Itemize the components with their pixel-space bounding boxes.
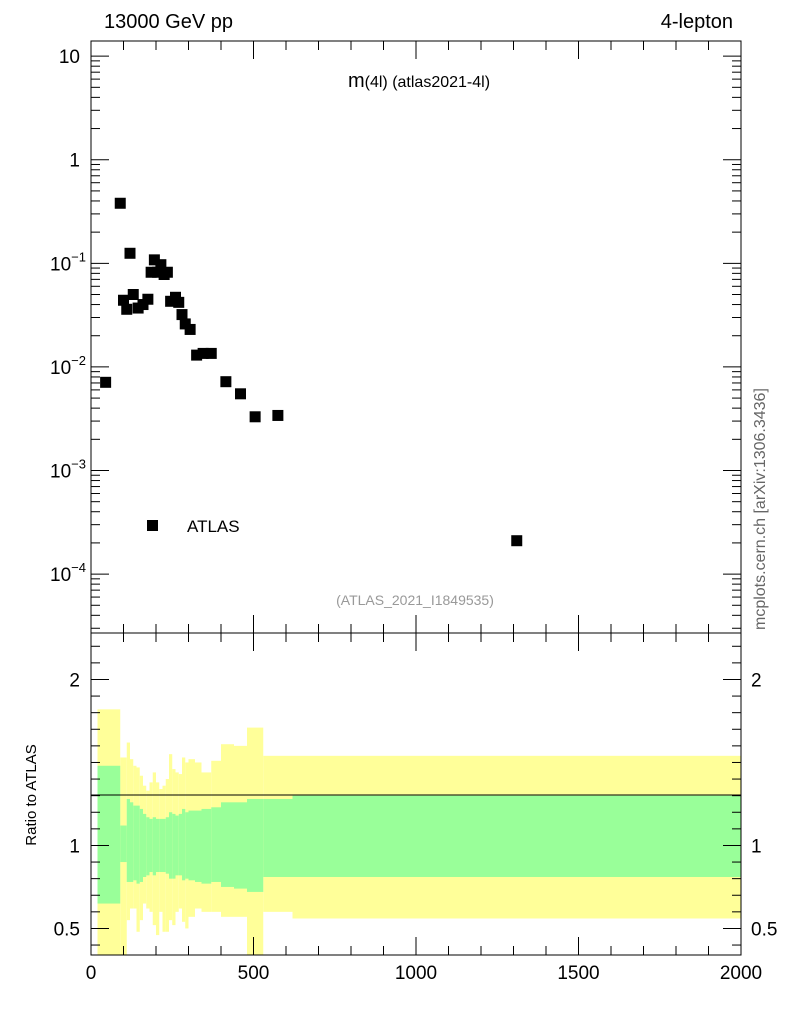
ratio-axes: 0.5 0.5 1 1 2 2 0 500 1000 1500 2000 [54,633,777,984]
stat-uncertainty-band [126,798,130,882]
stat-uncertainty-band [162,818,166,873]
ratio-y-tick-label: 2 [69,670,80,691]
x-tick-label: 500 [238,963,270,984]
data-point [511,535,523,547]
main-y-tick-label: 10−2 [50,353,86,379]
stat-uncertainty-band [133,805,137,881]
main-y-tick-label-base: 10 [50,254,71,275]
stat-uncertainty-band [165,817,169,874]
x-tick-label: 0 [86,963,97,984]
stat-uncertainty-band [175,815,179,876]
stat-uncertainty-band [188,810,195,881]
data-point [124,247,136,259]
plot-title-m: m [348,70,365,92]
data-point [114,197,126,209]
stat-uncertainty-band [152,817,156,876]
main-data-points [100,197,523,547]
plot-title-rest: (4l) (atlas2021-4l) [365,74,490,91]
stat-uncertainty-band [185,812,189,879]
stat-uncertainty-band [130,802,134,882]
analysis-label: (ATLAS_2021_I1849535) [336,592,494,608]
x-tick-label: 1000 [395,963,437,984]
side-label: mcplots.cern.ch [arXiv:1306.3436] [752,388,769,630]
x-tick-label: 2000 [720,963,762,984]
stat-uncertainty-band [172,813,176,879]
data-point [176,309,188,321]
stat-uncertainty-band [263,798,293,877]
stat-uncertainty-band [247,798,264,892]
main-y-tick-label: 10−4 [50,560,86,586]
data-point [173,296,185,308]
ratio-bands [97,709,741,955]
main-y-tick-label-exp: −3 [71,457,86,472]
main-y-tick-label: 10−1 [50,249,86,275]
stat-uncertainty-band [156,818,160,873]
header-left-label: 13000 GeV pp [104,11,233,33]
data-point [220,376,232,388]
data-point [142,293,154,305]
stat-uncertainty-band [149,818,153,873]
stat-uncertainty-band [234,802,247,889]
data-point [148,254,160,266]
stat-uncertainty-band [169,812,173,879]
main-y-tick-label-base: 10 [50,358,71,379]
stat-uncertainty-band [211,807,221,882]
data-point [191,349,203,361]
data-point [272,409,284,421]
data-point [100,376,112,388]
stat-uncertainty-band [136,805,140,884]
data-point [249,411,261,423]
ratio-panel-frame [90,632,742,956]
ratio-panel: 0.5 0.5 1 1 2 2 0 500 1000 1500 2000 Ratio to ATLA… [23,632,777,984]
data-point [205,347,217,359]
legend-marker [147,520,158,531]
main-y-tick-label: 10−3 [50,457,86,483]
plot-title: m(4l) (atlas2021-4l) [348,70,490,92]
ratio-y-tick-label-right: 1 [751,836,762,857]
stat-uncertainty-band [292,795,741,877]
stat-uncertainty-band [143,813,147,877]
stat-uncertainty-band [201,808,212,884]
ratio-y-tick-label: 1 [69,836,80,857]
stat-uncertainty-band [221,802,234,887]
main-y-tick-label: 1 [69,151,80,172]
header-right-label: 4-lepton [661,11,733,33]
data-point [155,259,167,271]
x-tick-label: 1500 [557,963,599,984]
stat-uncertainty-band [139,808,143,882]
ratio-y-tick-label-right: 0.5 [751,919,777,940]
main-y-tick-label-base: 10 [50,462,71,483]
stat-uncertainty-band [146,817,150,876]
data-point [179,318,191,330]
legend-label: ATLAS [187,517,240,536]
stat-uncertainty-band [159,818,163,873]
ratio-y-axis-label: Ratio to ATLAS [23,744,40,845]
main-y-tick-label-exp: −2 [71,353,86,368]
main-y-tick-label-base: 10 [50,565,71,586]
stat-uncertainty-band [97,765,121,904]
stat-uncertainty-band [195,810,202,882]
data-point [152,266,164,278]
stat-uncertainty-band [182,808,186,881]
ratio-y-tick-label-right: 2 [751,670,762,691]
data-point [197,347,209,359]
ratio-y-tick-label: 0.5 [54,919,80,940]
data-point [235,388,246,400]
data-point [121,303,133,315]
data-point [184,323,196,335]
stat-uncertainty-band [178,813,182,876]
data-point [145,266,157,278]
main-y-tick-label-exp: −1 [71,249,86,264]
data-point [127,289,139,301]
main-y-tick-label-exp: −4 [71,560,86,575]
stat-uncertainty-band [120,825,127,863]
main-y-tick-label: 10 [59,47,80,68]
data-point [118,294,129,306]
data-point [161,266,173,278]
